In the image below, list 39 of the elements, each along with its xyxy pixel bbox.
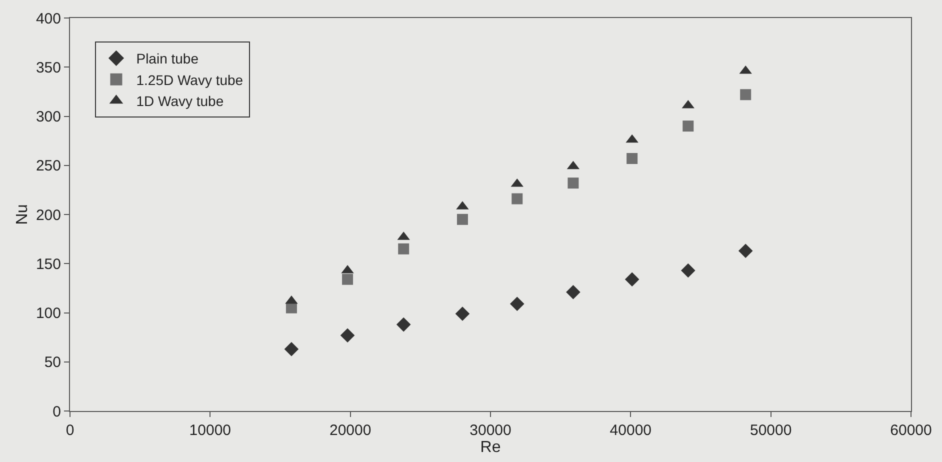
legend-label: 1D Wavy tube bbox=[136, 93, 224, 110]
y-tick-label: 0 bbox=[52, 403, 61, 420]
point bbox=[456, 214, 468, 225]
point bbox=[738, 244, 753, 258]
point bbox=[340, 328, 355, 342]
point bbox=[396, 317, 411, 332]
point bbox=[398, 243, 410, 254]
point bbox=[510, 296, 524, 312]
y-tick-label: 400 bbox=[36, 10, 61, 28]
point bbox=[284, 342, 299, 356]
x-tick-label: 40000 bbox=[610, 422, 652, 439]
point bbox=[455, 306, 470, 321]
y-tick-label: 300 bbox=[36, 108, 61, 126]
point bbox=[680, 263, 696, 278]
point bbox=[624, 272, 640, 286]
point bbox=[740, 89, 752, 100]
y-tick-label: 50 bbox=[44, 354, 61, 372]
x-axis-title: Re bbox=[480, 439, 501, 456]
x-tick-label: 60000 bbox=[890, 422, 932, 439]
y-tick-label: 250 bbox=[36, 158, 61, 175]
y-axis-title: Nu bbox=[14, 204, 31, 225]
point bbox=[682, 120, 694, 132]
point bbox=[568, 178, 579, 189]
y-tick-label: 200 bbox=[36, 206, 61, 224]
x-tick-label: 30000 bbox=[470, 422, 512, 439]
x-tick-label: 50000 bbox=[750, 422, 792, 439]
point bbox=[512, 193, 523, 204]
x-tick-label: 0 bbox=[66, 422, 74, 439]
point bbox=[342, 274, 354, 285]
point bbox=[566, 284, 580, 300]
x-tick-label: 20000 bbox=[329, 422, 372, 439]
x-tick-label: 10000 bbox=[189, 422, 232, 439]
legend-label: 1.25D Wavy tube bbox=[136, 72, 244, 88]
point bbox=[626, 153, 638, 164]
point bbox=[286, 302, 297, 314]
y-tick-label: 150 bbox=[36, 256, 61, 273]
legend-label: Plain tube bbox=[136, 50, 199, 67]
y-tick-label: 350 bbox=[36, 59, 61, 76]
y-tick-label: 100 bbox=[36, 305, 61, 322]
